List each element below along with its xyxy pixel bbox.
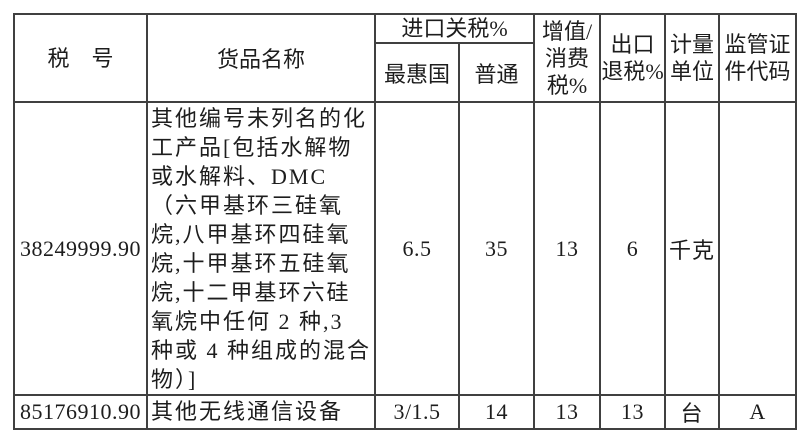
- cell-general-rate: 35: [457, 101, 536, 396]
- cell-export-rebate: 6: [599, 101, 667, 396]
- header-vat-consumption-tax: 增值/ 消费 税%: [533, 13, 602, 103]
- tariff-table: 税 号 货品名称 进口关税% 增值/ 消费 税% 出口 退税% 计量 单位 监管…: [13, 13, 798, 430]
- cell-goods-name: 其他无线通信设备: [146, 394, 376, 430]
- table-header: 税 号 货品名称 进口关税% 增值/ 消费 税% 出口 退税% 计量 单位 监管…: [13, 13, 798, 103]
- cell-vat-rate: 13: [533, 394, 602, 430]
- header-export-rebate: 出口 退税%: [599, 13, 667, 103]
- table-body: 38249999.90 其他编号未列名的化工产品[包括水解物或水解料、DMC（六…: [13, 101, 798, 430]
- header-import-tariff: 进口关税%: [373, 13, 536, 44]
- cell-export-rebate: 13: [599, 394, 667, 430]
- header-general-rate: 普通: [457, 42, 536, 103]
- header-tax-no: 税 号: [13, 13, 148, 103]
- cell-measure-unit: 台: [664, 394, 721, 430]
- cell-vat-rate: 13: [533, 101, 602, 396]
- cell-tax-no: 38249999.90: [13, 101, 148, 396]
- cell-goods-name: 其他编号未列名的化工产品[包括水解物或水解料、DMC（六甲基环三硅氧烷,八甲基环…: [146, 101, 376, 396]
- header-mfn-rate: 最惠国: [374, 42, 460, 103]
- cell-tax-no: 85176910.90: [13, 394, 148, 430]
- header-supervision-code: 监管证 件代码: [718, 13, 798, 103]
- cell-mfn-rate: 6.5: [374, 101, 460, 396]
- cell-supervision-code: A: [718, 394, 798, 430]
- table-row: 38249999.90 其他编号未列名的化工产品[包括水解物或水解料、DMC（六…: [13, 101, 798, 396]
- table-row: 85176910.90 其他无线通信设备 3/1.5 14 13 13 台 A: [13, 394, 798, 430]
- header-row-1: 税 号 货品名称 进口关税% 增值/ 消费 税% 出口 退税% 计量 单位 监管…: [13, 13, 798, 103]
- header-measure-unit: 计量 单位: [664, 13, 721, 103]
- cell-general-rate: 14: [457, 394, 536, 430]
- header-row-2: 最惠国 普通: [14, 42, 796, 103]
- cell-supervision-code: [718, 101, 798, 396]
- document-page: { "header": { "tax_no": "税 号", "goods_na…: [13, 13, 798, 430]
- header-goods-name: 货品名称: [146, 13, 376, 103]
- cell-measure-unit: 千克: [664, 101, 721, 396]
- cell-mfn-rate: 3/1.5: [374, 394, 460, 430]
